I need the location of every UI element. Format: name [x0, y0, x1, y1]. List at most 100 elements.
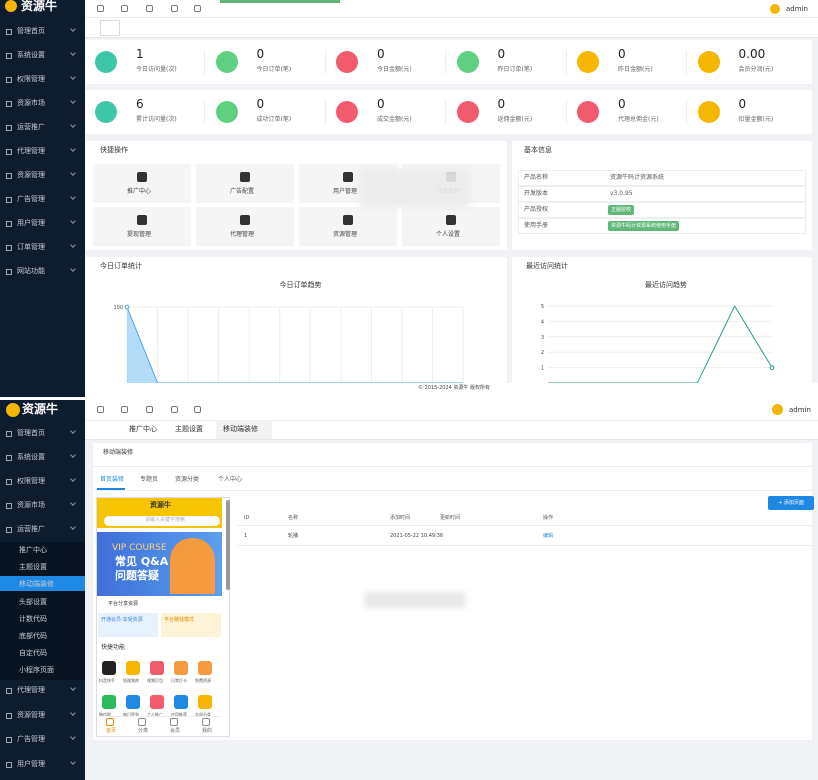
banner-text: 常见 Q&A [115, 555, 169, 568]
progress [220, 0, 340, 3]
stat-card [86, 40, 812, 84]
submenu-item[interactable]: 移动端装修 [19, 580, 54, 589]
submenu-item[interactable]: 小程序页面 [19, 666, 54, 675]
quick-button[interactable] [299, 207, 397, 246]
rule [93, 466, 812, 467]
submenu-item[interactable]: 主题设置 [19, 563, 47, 572]
edit-link[interactable]: 编辑 [543, 533, 554, 539]
menu-icon [6, 221, 12, 227]
submenu-item[interactable]: 底部代码 [19, 632, 47, 640]
submenu-item[interactable]: 头部设置 [19, 597, 47, 606]
quick-button[interactable] [196, 164, 294, 203]
quick-label: 广告配置 [230, 188, 255, 195]
menu-item[interactable]: 资源市场 [17, 99, 45, 107]
menu-item[interactable]: 广告管理 [17, 195, 45, 203]
app-icon[interactable] [102, 661, 116, 675]
toolbar-icon[interactable] [97, 5, 104, 12]
menu-item[interactable]: 运营推广 [17, 525, 45, 533]
active-tab [216, 421, 272, 439]
menu-item[interactable]: 广告管理 [17, 735, 45, 743]
subtab[interactable]: 专题页 [140, 476, 159, 483]
toolbar-icon[interactable] [121, 406, 128, 413]
chart: 1 2 3 4 5 [541, 304, 775, 384]
subtab[interactable]: 首页装修 [100, 476, 125, 483]
app-icon[interactable] [174, 695, 188, 709]
menu-item[interactable]: 系统设置 [17, 51, 45, 59]
stat-icon [697, 101, 720, 123]
subtab[interactable]: 个人中心 [218, 476, 243, 483]
app-icon[interactable] [198, 695, 212, 709]
menu-item[interactable]: 代理管理 [17, 147, 45, 155]
menu-item[interactable]: 用户管理 [17, 219, 45, 227]
toolbar-icon[interactable] [171, 5, 178, 12]
stat-label: 扣量金额(元) [738, 116, 774, 123]
stat-icon [456, 101, 479, 123]
nav-label[interactable]: 首页 [106, 728, 117, 734]
menu-item[interactable]: 运营推广 [17, 123, 45, 131]
home-tab[interactable] [100, 20, 120, 36]
nav-icon [106, 718, 114, 726]
toolbar-icon[interactable] [121, 5, 128, 12]
panel-title: 快捷操作 [100, 146, 128, 154]
tab[interactable]: 主题设置 [175, 425, 203, 433]
toolbar-icon[interactable] [171, 406, 178, 413]
badge: 资源牛码计资源系统使用手册 [608, 221, 680, 231]
app-icon[interactable] [150, 695, 164, 709]
toolbar-icon[interactable] [146, 5, 153, 12]
info-panel [512, 141, 812, 250]
app-icon[interactable] [126, 661, 140, 675]
menu-icon [6, 269, 12, 275]
nav-label[interactable]: 会员 [170, 728, 181, 734]
menu-item[interactable]: 网站功能 [17, 267, 45, 275]
stat-label: 昨日金额(元) [618, 66, 653, 73]
toolbar-icon[interactable] [194, 5, 201, 12]
nav-label[interactable]: 分类 [138, 728, 149, 734]
submenu-item[interactable]: 自定代码 [19, 649, 47, 658]
stat-value: 0 [256, 47, 265, 61]
app-icon[interactable] [198, 661, 212, 675]
subtab[interactable]: 资源分类 [175, 476, 200, 483]
tab[interactable]: 移动端装修 [223, 425, 258, 433]
menu-item[interactable]: 资源管理 [17, 171, 45, 179]
info-row [518, 170, 806, 186]
stat-value: 0 [377, 97, 385, 111]
submenu-item[interactable]: 推广中心 [19, 546, 47, 554]
menu-item[interactable]: 订单管理 [17, 243, 45, 251]
menu-item[interactable]: 管理首页 [17, 27, 45, 35]
app-icon[interactable] [174, 661, 188, 675]
menu-item[interactable]: 权限管理 [17, 477, 45, 485]
toolbar-icon[interactable] [146, 406, 153, 413]
table-cell: 轮播 [288, 533, 299, 539]
add-button[interactable]: + 添加页面 [768, 496, 814, 510]
ad-text: 开通会员·享受资源 [101, 617, 143, 623]
app-label: 微信群 [99, 712, 111, 717]
menu-icon [6, 173, 12, 179]
nav-label[interactable]: 我的 [202, 728, 213, 734]
blur [365, 592, 465, 608]
table-header: 添加时间 [390, 515, 411, 521]
menu-icon [6, 688, 12, 694]
chart-panel [86, 257, 507, 383]
menu-item[interactable]: 代理管理 [17, 686, 45, 694]
menu-item[interactable]: 权限管理 [17, 75, 45, 83]
menu-item[interactable]: 系统设置 [17, 453, 45, 461]
menu-item[interactable]: 资源管理 [17, 710, 45, 719]
toolbar-icon[interactable] [194, 406, 201, 413]
app-icon[interactable] [150, 661, 164, 675]
menu-item[interactable]: 用户管理 [17, 759, 45, 768]
quick-button[interactable] [93, 207, 191, 246]
submenu-item[interactable]: 计数代码 [19, 614, 47, 623]
quick-button[interactable] [196, 207, 294, 246]
toolbar-icon[interactable] [97, 406, 104, 413]
active-item [0, 576, 85, 592]
tab[interactable]: 推广中心 [129, 425, 157, 433]
app-icon[interactable] [126, 695, 140, 709]
menu-item[interactable]: 管理首页 [17, 429, 45, 437]
quick-button[interactable] [93, 164, 191, 203]
quick-button[interactable] [402, 207, 500, 246]
y-tick-label: 3 [541, 335, 544, 341]
app-icon[interactable] [102, 695, 116, 709]
menu-item[interactable]: 资源市场 [17, 501, 45, 509]
rule [93, 490, 812, 491]
phone-title: 资源牛 [150, 501, 171, 509]
